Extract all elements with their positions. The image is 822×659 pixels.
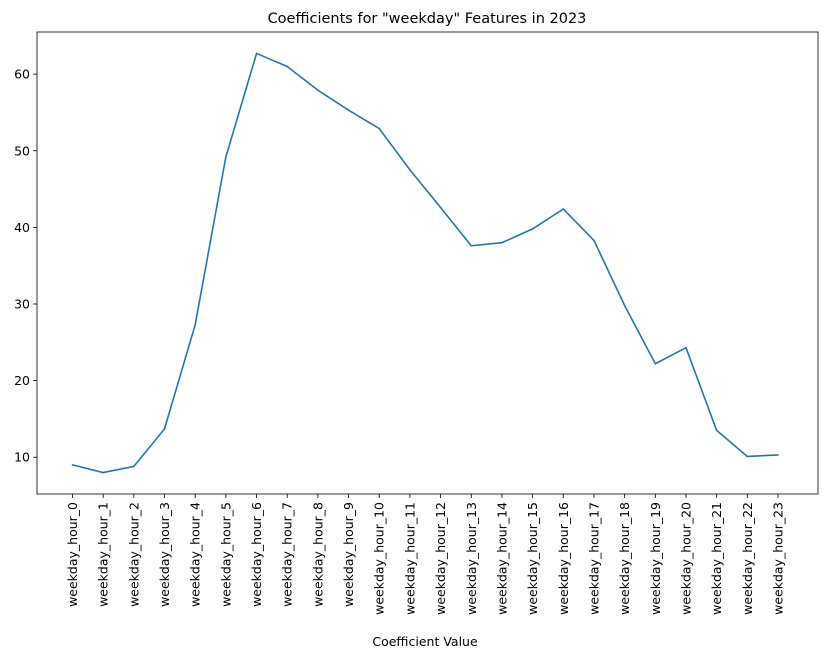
x-tick-label: weekday_hour_0 (65, 502, 80, 607)
x-tick-label: weekday_hour_21 (709, 502, 724, 615)
data-point (378, 127, 381, 130)
data-point (715, 429, 718, 432)
data-point (654, 362, 657, 365)
x-tick-label: weekday_hour_5 (218, 502, 233, 607)
y-tick-label: 60 (14, 67, 30, 82)
y-tick-label: 40 (14, 220, 30, 235)
y-tick-label: 10 (14, 450, 30, 465)
x-tick-label: weekday_hour_23 (771, 502, 786, 615)
series-line (72, 52, 779, 474)
data-point (102, 471, 104, 474)
x-tick-label: weekday_hour_1 (96, 502, 111, 607)
data-point (163, 428, 166, 430)
data-point (409, 169, 411, 171)
data-point (347, 109, 350, 111)
x-tick-label: weekday_hour_12 (433, 502, 448, 615)
x-tick-label: weekday_hour_15 (525, 502, 540, 615)
x-tick-label: weekday_hour_14 (494, 502, 509, 615)
data-point (777, 454, 779, 456)
x-tick-label: weekday_hour_20 (678, 502, 693, 615)
x-tick-label: weekday_hour_9 (341, 502, 356, 607)
data-point (470, 244, 473, 247)
y-tick-label: 20 (14, 373, 30, 388)
x-tick-label: weekday_hour_16 (556, 502, 571, 615)
series-layer (71, 52, 779, 474)
x-tick-label: weekday_hour_2 (126, 502, 141, 607)
data-point (255, 52, 258, 55)
chart-title: Coefficients for "weekday" Features in 2… (268, 11, 587, 27)
x-tick-label: weekday_hour_17 (586, 502, 601, 615)
x-tick-label: weekday_hour_6 (249, 502, 264, 607)
x-tick-label: weekday_hour_22 (740, 502, 755, 615)
data-point (746, 455, 749, 458)
x-tick-label: weekday_hour_10 (372, 502, 387, 615)
x-tick-label: weekday_hour_3 (157, 502, 172, 607)
x-tick-label: weekday_hour_11 (402, 502, 417, 615)
data-point (501, 241, 503, 244)
data-point (623, 304, 626, 307)
data-point (562, 208, 565, 210)
y-tick-label: 50 (14, 143, 30, 158)
data-point (317, 89, 319, 92)
data-point (133, 465, 135, 468)
data-point (286, 65, 289, 68)
x-tick-label: weekday_hour_18 (617, 502, 632, 615)
data-point (439, 206, 442, 209)
x-tick-label: weekday_hour_19 (648, 502, 663, 615)
data-point (194, 323, 196, 326)
data-point (225, 156, 227, 158)
data-point (71, 464, 74, 466)
x-axis-label: Coefficient Value (372, 634, 478, 649)
y-tick-label: 30 (14, 296, 30, 311)
data-point (685, 346, 687, 349)
x-tick-label: weekday_hour_8 (310, 502, 325, 607)
x-tick-label: weekday_hour_7 (280, 502, 295, 607)
data-point (593, 239, 595, 242)
x-axis: weekday_hour_0 weekday_hour_1 weekday_hour… (65, 494, 786, 615)
data-point (531, 228, 534, 230)
x-tick-label: weekday_hour_4 (188, 502, 203, 607)
x-tick-label: weekday_hour_13 (464, 502, 479, 615)
y-axis: 10 20 30 40 50 60 (14, 67, 37, 465)
plot-frame (36, 31, 819, 495)
